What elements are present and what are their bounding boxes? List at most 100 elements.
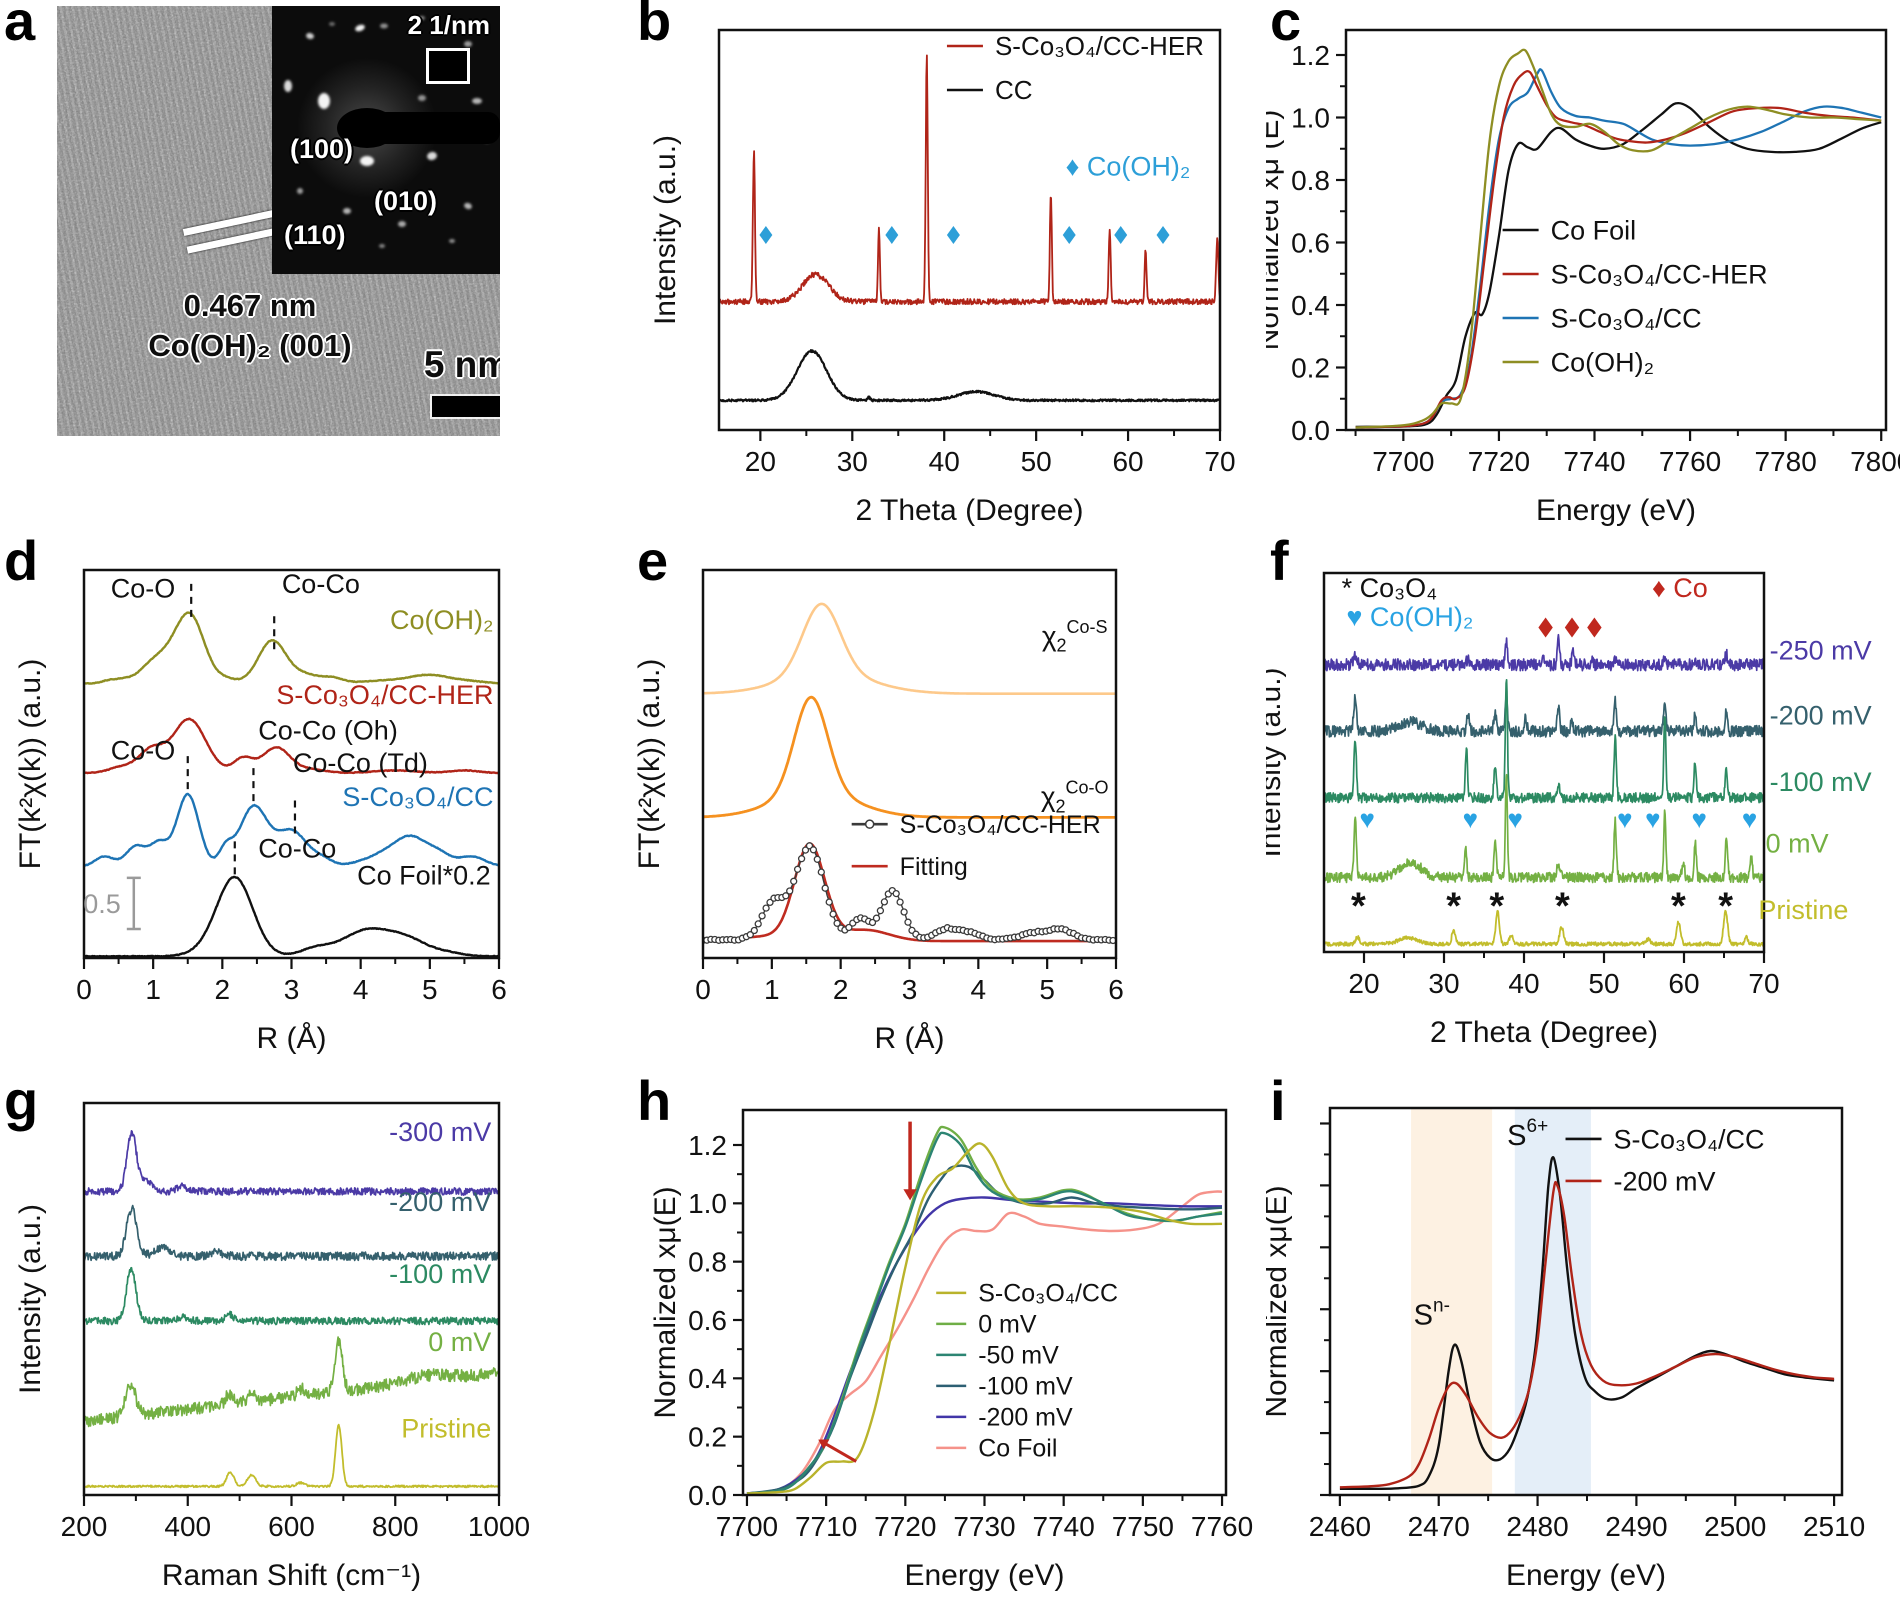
svg-text:-300 mV: -300 mV <box>389 1117 491 1147</box>
tem-scale-label: 5 nm <box>423 344 500 385</box>
svg-text:2: 2 <box>215 974 231 1005</box>
panel-e: e 0 1 2 3 4 5 6 R (Å) FT(k²χ(k)) (a.u.) χ2Co-S χ2C… <box>633 530 1266 1080</box>
svg-text:♥ Co(OH)₂: ♥ Co(OH)₂ <box>1346 602 1473 632</box>
svg-text:FT(k²χ(k)) (a.u.): FT(k²χ(k)) (a.u.) <box>14 659 47 870</box>
svg-text:-250 mV: -250 mV <box>1770 635 1872 665</box>
svg-text:7700: 7700 <box>716 1511 778 1542</box>
panel-a: a 0.467 nm Co(OH)₂ (001) 5 nm <box>0 0 633 540</box>
svg-text:CC: CC <box>995 75 1033 105</box>
saed-label-110: (110) <box>284 220 346 250</box>
svg-text:* Co₃O₄: * Co₃O₄ <box>1342 573 1438 603</box>
svg-text:♥: ♥ <box>1691 804 1706 834</box>
svg-text:5: 5 <box>422 974 438 1005</box>
svg-text:♥: ♥ <box>1617 804 1632 834</box>
svg-text:3: 3 <box>284 974 300 1005</box>
chart-g-raman: 200 400 600 800 1000 Raman Shift (cm⁻¹) Intens… <box>14 1101 530 1592</box>
svg-text:1.0: 1.0 <box>688 1188 727 1219</box>
saed-scale-label: 2 1/nm <box>407 10 490 40</box>
saed-label-100: (100) <box>290 134 354 164</box>
saed-diffraction-spot <box>329 22 335 26</box>
svg-text:FT(k²χ(k)) (a.u.): FT(k²χ(k)) (a.u.) <box>633 659 666 870</box>
svg-text:Co Foil*0.2: Co Foil*0.2 <box>357 861 491 891</box>
svg-text:Co(OH)₂: Co(OH)₂ <box>1551 347 1654 377</box>
svg-text:-200 mV: -200 mV <box>1614 1166 1716 1196</box>
svg-text:6: 6 <box>491 974 507 1005</box>
svg-text:1000: 1000 <box>468 1511 530 1542</box>
saed-diffraction-spot <box>355 24 365 32</box>
svg-text:0.6: 0.6 <box>1291 227 1330 258</box>
tem-scale-bar <box>432 396 500 417</box>
svg-text:Normalized xμ(E): Normalized xμ(E) <box>1266 1185 1293 1417</box>
svg-text:♦ Co(OH)₂: ♦ Co(OH)₂ <box>1066 152 1191 182</box>
svg-text:0 mV: 0 mV <box>978 1311 1037 1339</box>
svg-text:Co(OH)₂: Co(OH)₂ <box>390 605 493 635</box>
svg-text:Intensity (a.u.): Intensity (a.u.) <box>1266 667 1287 857</box>
svg-text:7740: 7740 <box>1563 446 1625 477</box>
svg-text:*: * <box>1671 885 1686 927</box>
svg-text:2 Theta (Degree): 2 Theta (Degree) <box>1430 1016 1658 1049</box>
saed-scale-chip <box>426 48 470 84</box>
svg-text:Energy (eV): Energy (eV) <box>1536 494 1696 527</box>
panel-d: d 0 1 2 3 4 5 6 R (Å) FT(k²χ(k)) (a.u.) Co-O Co-Co… <box>0 530 633 1080</box>
svg-text:70: 70 <box>1748 968 1779 999</box>
svg-text:7760: 7760 <box>1191 1511 1253 1542</box>
saed-diffraction-spot <box>427 151 437 161</box>
svg-text:S-Co₃O₄/CC-HER: S-Co₃O₄/CC-HER <box>276 680 493 710</box>
panel-h: h 7700 7710 7720 7730 7740 7750 7760 0.0 0.2 0.4 0… <box>633 1070 1266 1605</box>
svg-text:Co Foil: Co Foil <box>1551 215 1637 245</box>
saed-diffraction-spot <box>472 98 482 104</box>
svg-text:S-Co₃O₄/CC-HER: S-Co₃O₄/CC-HER <box>1551 259 1768 289</box>
chart-b-xrd: 20 30 40 50 60 70 2 Theta (Degree) Intensity (a… <box>649 28 1236 527</box>
svg-text:-200 mV: -200 mV <box>978 1404 1073 1432</box>
svg-text:Normalized xμ (E): Normalized xμ (E) <box>1266 110 1285 351</box>
svg-text:*: * <box>1489 885 1504 927</box>
chart-h-xanes-potentials: 7700 7710 7720 7730 7740 7750 7760 0.0 0.2 0.4 0.6… <box>649 1108 1253 1592</box>
chart-i-s-kedge: 2460 2470 2480 2490 2500 2510 Energy (eV) Norma… <box>1266 1106 1865 1592</box>
svg-text:0: 0 <box>695 974 711 1005</box>
svg-text:S6+: S6+ <box>1507 1116 1548 1152</box>
svg-text:♥: ♥ <box>1463 804 1478 834</box>
svg-text:♥: ♥ <box>1645 804 1660 834</box>
svg-text:0 mV: 0 mV <box>1766 828 1829 858</box>
saed-diffraction-spot <box>318 93 330 109</box>
svg-text:6: 6 <box>1108 974 1124 1005</box>
svg-text:*: * <box>1718 885 1733 927</box>
saed-diffraction-spot <box>464 202 472 210</box>
svg-text:400: 400 <box>164 1511 211 1542</box>
svg-text:-200 mV: -200 mV <box>1770 701 1872 731</box>
panel-f: f 20 30 40 50 60 70 2 Theta (Degree) Intensity … <box>1266 530 1900 1080</box>
svg-text:R (Å): R (Å) <box>875 1022 945 1055</box>
saed-diffraction-spot <box>419 16 425 20</box>
svg-text:5: 5 <box>1039 974 1055 1005</box>
svg-text:Co-Co: Co-Co <box>282 569 360 599</box>
svg-text:2480: 2480 <box>1506 1511 1568 1542</box>
tem-image: 0.467 nm Co(OH)₂ (001) 5 nm (100) (010) … <box>57 6 500 436</box>
svg-text:40: 40 <box>1508 968 1539 999</box>
svg-text:2500: 2500 <box>1704 1511 1766 1542</box>
svg-text:1: 1 <box>145 974 161 1005</box>
svg-text:200: 200 <box>61 1511 108 1542</box>
svg-text:1.0: 1.0 <box>1291 102 1330 133</box>
chart-f-xrd-potentials: 20 30 40 50 60 70 2 Theta (Degree) Intensity (a… <box>1266 571 1872 1049</box>
svg-text:7750: 7750 <box>1112 1511 1174 1542</box>
svg-text:0: 0 <box>76 974 92 1005</box>
svg-text:2460: 2460 <box>1309 1511 1371 1542</box>
svg-text:S-Co₃O₄/CC: S-Co₃O₄/CC <box>978 1280 1118 1308</box>
svg-text:7700: 7700 <box>1372 446 1434 477</box>
svg-text:Raman Shift (cm⁻¹): Raman Shift (cm⁻¹) <box>162 1559 421 1592</box>
chart-d-exafs: 0 1 2 3 4 5 6 R (Å) FT(k²χ(k)) (a.u.) Co-O Co-Co Co… <box>14 568 507 1055</box>
svg-text:Pristine: Pristine <box>401 1413 491 1443</box>
svg-text:2490: 2490 <box>1605 1511 1667 1542</box>
lattice-spacing-label: 0.467 nm <box>183 288 317 323</box>
svg-text:7710: 7710 <box>795 1511 857 1542</box>
svg-text:Pristine: Pristine <box>1758 895 1848 925</box>
svg-text:♥: ♥ <box>1507 804 1522 834</box>
svg-text:7760: 7760 <box>1659 446 1721 477</box>
svg-text:30: 30 <box>1428 968 1459 999</box>
saed-diffraction-spot <box>379 244 385 248</box>
panel-g: g 200 400 600 800 1000 Raman Shift (cm⁻¹) Inte… <box>0 1070 633 1605</box>
chart-e-exafs-fit: 0 1 2 3 4 5 6 R (Å) FT(k²χ(k)) (a.u.) χ2Co-S χ2Co-… <box>633 568 1124 1055</box>
